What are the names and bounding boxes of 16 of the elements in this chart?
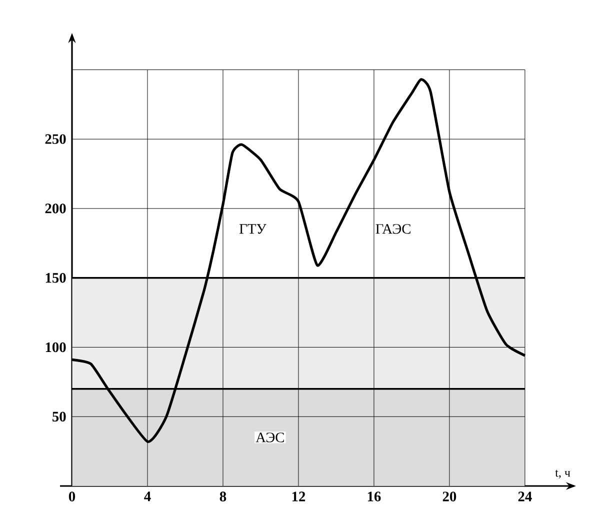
- x-tick-label: 16: [368, 492, 381, 502]
- y-tick-label: 200: [45, 204, 66, 214]
- x-tick-label: 4: [144, 492, 151, 502]
- annotation: ГАЭС: [376, 224, 410, 234]
- annotation: ГТУ: [239, 224, 266, 234]
- x-tick-label: 20: [442, 492, 456, 502]
- x-tick-label: 24: [518, 492, 532, 502]
- x-tick-label: 0: [68, 492, 76, 502]
- x-tick-label: 8: [220, 492, 226, 502]
- x-tick-label: 12: [292, 492, 306, 502]
- y-tick-label: 50: [52, 412, 66, 422]
- y-tick-label: 250: [45, 134, 66, 144]
- band-label: АЭС: [256, 432, 284, 442]
- x-axis-title: t, ч: [555, 470, 570, 478]
- y-tick-label: 150: [46, 272, 66, 283]
- y-tick-label: 100: [46, 342, 66, 352]
